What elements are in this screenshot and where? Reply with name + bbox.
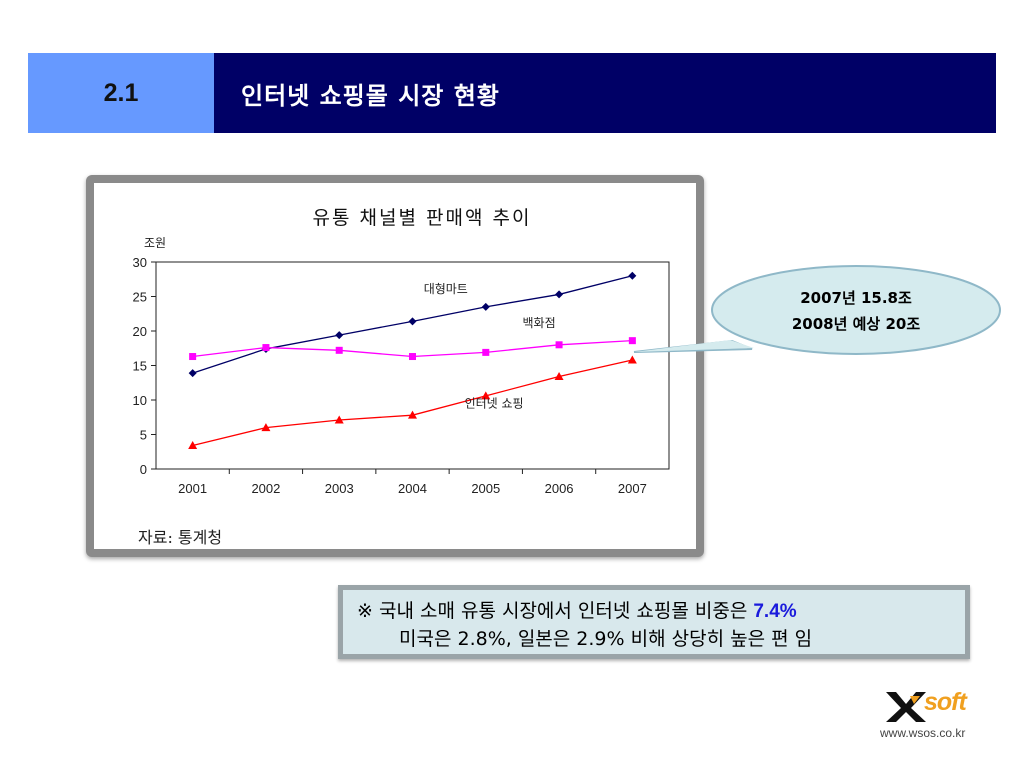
title-bar: 인터넷 쇼핑몰 시장 현황 — [214, 53, 996, 133]
data-point — [334, 415, 344, 424]
plot-area — [155, 261, 670, 470]
website-url: www.wsos.co.kr — [880, 726, 966, 740]
data-point — [188, 441, 198, 450]
x-tick-label: 2005 — [471, 481, 500, 496]
callout-shape — [633, 265, 1001, 355]
chart-axes: 30 25 20 15 10 5 0 2001 2002 2003 2004 2005 2006 2007 — [133, 255, 670, 496]
x-tick-label: 2006 — [545, 481, 574, 496]
x-tick-label: 2001 — [178, 481, 207, 496]
y-tick-label: 15 — [133, 359, 147, 374]
y-tick-label: 5 — [140, 428, 147, 443]
data-point — [628, 271, 637, 280]
callout-bubble: 2007년 15.8조 2008년 예상 20조 — [620, 265, 1012, 385]
slide-title: 인터넷 쇼핑몰 시장 현황 — [241, 81, 500, 110]
data-point — [408, 410, 417, 419]
y-tick-label: 10 — [133, 393, 147, 408]
x-tick-label: 2007 — [618, 481, 647, 496]
y-unit-label: 조원 — [144, 236, 166, 250]
data-point — [261, 423, 271, 432]
chart-source: 자료: 통계청 — [138, 528, 222, 547]
data-point — [628, 337, 636, 345]
x-tick-label: 2004 — [398, 481, 427, 496]
data-point — [335, 331, 344, 340]
logo-x-icon — [886, 692, 926, 722]
callout-line-1: 2007년 15.8조 — [800, 289, 912, 307]
callout-line-2: 2008년 예상 20조 — [791, 315, 921, 333]
note-line-2: 미국은 2.8%, 일본은 2.9% 비해 상당히 높은 편 임 — [399, 628, 813, 650]
section-number-box: 2.1 — [28, 53, 214, 133]
chart-series — [188, 271, 637, 450]
series-line — [192, 359, 633, 447]
data-point — [335, 346, 343, 354]
data-point — [409, 353, 416, 361]
chart-panel: 유통 채널별 판매액 추이 조원 30 25 20 15 10 5 0 2001 2002 200… — [94, 183, 696, 549]
note-box: ※ 국내 소매 유통 시장에서 인터넷 쇼핑몰 비중은 7.4% 미국은 2.8… — [338, 585, 970, 659]
line-chart: 유통 채널별 판매액 추이 조원 30 25 20 15 10 5 0 2001 2002 200… — [133, 207, 670, 547]
data-point — [408, 317, 417, 326]
note-line-1-text: ※ 국내 소매 유통 시장에서 인터넷 쇼핑몰 비중은 — [357, 600, 754, 622]
data-point — [188, 369, 197, 378]
data-point — [482, 348, 490, 356]
note-highlight-value: 7.4% — [753, 601, 797, 622]
data-point — [481, 302, 490, 311]
series-label: 백화점 — [523, 316, 556, 330]
y-tick-label: 30 — [133, 255, 147, 270]
series-label: 대형마트 — [424, 282, 468, 296]
data-point — [554, 372, 564, 381]
data-point — [555, 341, 563, 349]
y-tick-label: 20 — [133, 324, 147, 339]
logo-wordmark: soft — [924, 688, 967, 716]
data-point — [189, 353, 197, 361]
x-tick-label: 2003 — [325, 481, 354, 496]
y-tick-label: 25 — [133, 290, 147, 305]
y-tick-label: 0 — [140, 462, 147, 477]
data-point — [481, 391, 491, 400]
x-tick-label: 2002 — [251, 481, 280, 496]
data-point — [262, 344, 270, 352]
data-point — [627, 355, 637, 364]
chart-title: 유통 채널별 판매액 추이 — [313, 207, 532, 229]
callout-text: 2007년 15.8조 2008년 예상 20조 — [716, 285, 996, 337]
note-panel: ※ 국내 소매 유통 시장에서 인터넷 쇼핑몰 비중은 7.4% 미국은 2.8… — [343, 590, 965, 654]
section-number: 2.1 — [103, 78, 139, 107]
company-logo: soft — [884, 688, 996, 724]
note-line-1: ※ 국내 소매 유통 시장에서 인터넷 쇼핑몰 비중은 7.4% — [357, 596, 797, 623]
data-point — [555, 290, 564, 299]
series-label: 인터넷 쇼핑 — [465, 397, 524, 411]
chart-frame: 유통 채널별 판매액 추이 조원 30 25 20 15 10 5 0 2001 2002 200… — [86, 175, 704, 557]
